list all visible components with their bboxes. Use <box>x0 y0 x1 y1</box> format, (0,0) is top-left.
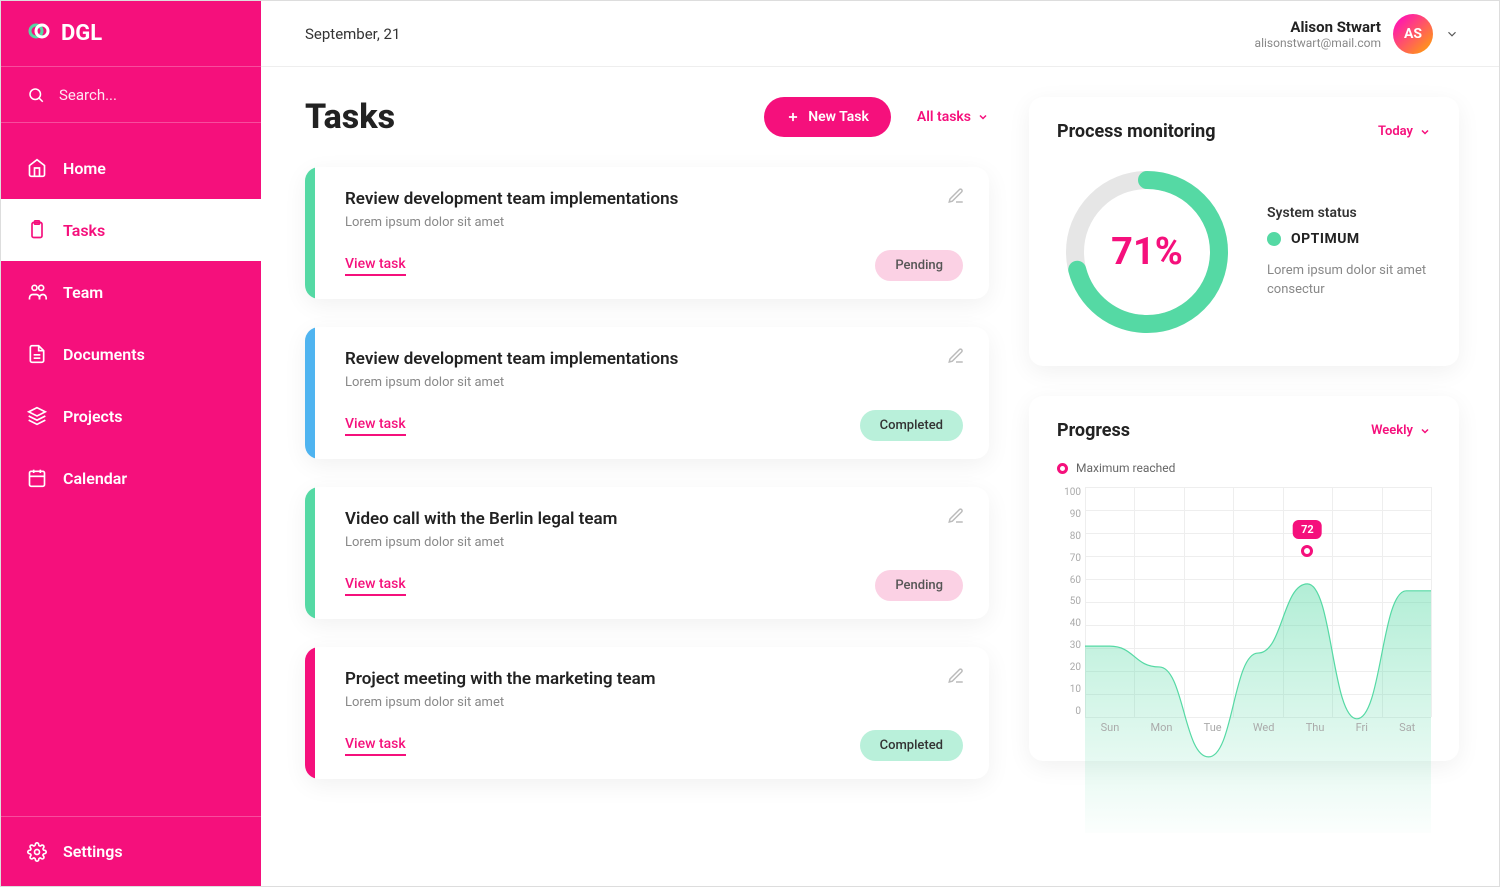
task-title: Review development team implementations <box>345 189 963 209</box>
task-card: Review development team implementations … <box>305 167 989 299</box>
brand-name: DGL <box>61 21 102 46</box>
calendar-icon <box>27 468 47 488</box>
status-value: OPTIMUM <box>1291 231 1360 247</box>
task-subtitle: Lorem ipsum dolor sit amet <box>345 215 963 230</box>
home-icon <box>27 158 47 178</box>
sidebar-item-projects[interactable]: Projects <box>1 385 261 447</box>
task-stripe <box>305 327 315 459</box>
view-task-link[interactable]: View task <box>345 256 406 276</box>
task-stripe <box>305 647 315 779</box>
nav: HomeTasksTeamDocumentsProjectsCalendar <box>1 123 261 816</box>
sidebar: DGL Search... HomeTasksTeamDocumentsProj… <box>1 1 261 886</box>
status-dot <box>1267 232 1281 246</box>
document-icon <box>27 344 47 364</box>
task-card: Project meeting with the marketing team … <box>305 647 989 779</box>
topbar: September, 21 Alison Stwart alisonstwart… <box>261 1 1499 67</box>
sidebar-item-team[interactable]: Team <box>1 261 261 323</box>
monitoring-panel: Process monitoring Today 71% Sy <box>1029 97 1459 366</box>
monitoring-percent: 71% <box>1057 162 1237 342</box>
search-placeholder: Search... <box>59 86 117 104</box>
sidebar-item-settings[interactable]: Settings <box>1 816 261 886</box>
user-email: alisonstwart@mail.com <box>1255 36 1381 50</box>
new-task-button[interactable]: New Task <box>764 97 891 137</box>
view-task-link[interactable]: View task <box>345 416 406 436</box>
chevron-down-icon[interactable] <box>1445 27 1459 41</box>
brand-icon <box>27 19 51 49</box>
monitoring-title: Process monitoring <box>1057 121 1216 142</box>
view-task-link[interactable]: View task <box>345 576 406 596</box>
status-badge: Pending <box>875 570 963 601</box>
chevron-down-icon <box>1419 126 1431 138</box>
task-stripe <box>305 487 315 619</box>
status-badge: Completed <box>860 730 963 761</box>
chevron-down-icon <box>977 111 989 123</box>
search-input[interactable]: Search... <box>1 67 261 123</box>
plus-icon <box>786 110 800 124</box>
task-title: Project meeting with the marketing team <box>345 669 963 689</box>
tasks-filter[interactable]: All tasks <box>917 109 989 125</box>
sidebar-item-documents[interactable]: Documents <box>1 323 261 385</box>
progress-filter[interactable]: Weekly <box>1371 423 1431 438</box>
monitoring-donut: 71% <box>1057 162 1237 342</box>
chevron-down-icon <box>1419 425 1431 437</box>
task-card: Video call with the Berlin legal team Lo… <box>305 487 989 619</box>
status-heading: System status <box>1267 205 1431 221</box>
tasks-icon <box>27 220 47 240</box>
current-date: September, 21 <box>305 25 400 43</box>
page-title: Tasks <box>305 97 764 137</box>
task-card: Review development team implementations … <box>305 327 989 459</box>
legend-marker-icon <box>1057 463 1068 474</box>
sidebar-item-home[interactable]: Home <box>1 137 261 199</box>
edit-icon[interactable] <box>947 187 965 209</box>
settings-label: Settings <box>63 842 123 861</box>
task-subtitle: Lorem ipsum dolor sit amet <box>345 695 963 710</box>
progress-legend: Maximum reached <box>1057 461 1431 475</box>
brand-logo: DGL <box>1 1 261 67</box>
task-stripe <box>305 167 315 299</box>
sidebar-item-calendar[interactable]: Calendar <box>1 447 261 509</box>
view-task-link[interactable]: View task <box>345 736 406 756</box>
edit-icon[interactable] <box>947 667 965 689</box>
task-subtitle: Lorem ipsum dolor sit amet <box>345 535 963 550</box>
edit-icon[interactable] <box>947 347 965 369</box>
tasks-column: Tasks New Task All tasks Review developm… <box>305 97 989 856</box>
sidebar-item-tasks[interactable]: Tasks <box>1 199 261 261</box>
peak-badge: 72 <box>1293 520 1322 539</box>
user-name: Alison Stwart <box>1255 18 1381 36</box>
status-badge: Completed <box>860 410 963 441</box>
progress-title: Progress <box>1057 420 1130 441</box>
progress-chart: 1009080706050403020100 SunMonTueWedThuFr… <box>1057 487 1431 737</box>
avatar[interactable]: AS <box>1393 14 1433 54</box>
task-title: Video call with the Berlin legal team <box>345 509 963 529</box>
progress-panel: Progress Weekly Maximum reached 10090807… <box>1029 396 1459 761</box>
task-subtitle: Lorem ipsum dolor sit amet <box>345 375 963 390</box>
team-icon <box>27 282 47 302</box>
status-badge: Pending <box>875 250 963 281</box>
user-menu[interactable]: Alison Stwart alisonstwart@mail.com AS <box>1255 14 1459 54</box>
status-desc: Lorem ipsum dolor sit amet consectur <box>1267 261 1431 300</box>
monitoring-filter[interactable]: Today <box>1378 124 1431 139</box>
peak-marker <box>1301 545 1313 557</box>
task-title: Review development team implementations <box>345 349 963 369</box>
edit-icon[interactable] <box>947 507 965 529</box>
layers-icon <box>27 406 47 426</box>
